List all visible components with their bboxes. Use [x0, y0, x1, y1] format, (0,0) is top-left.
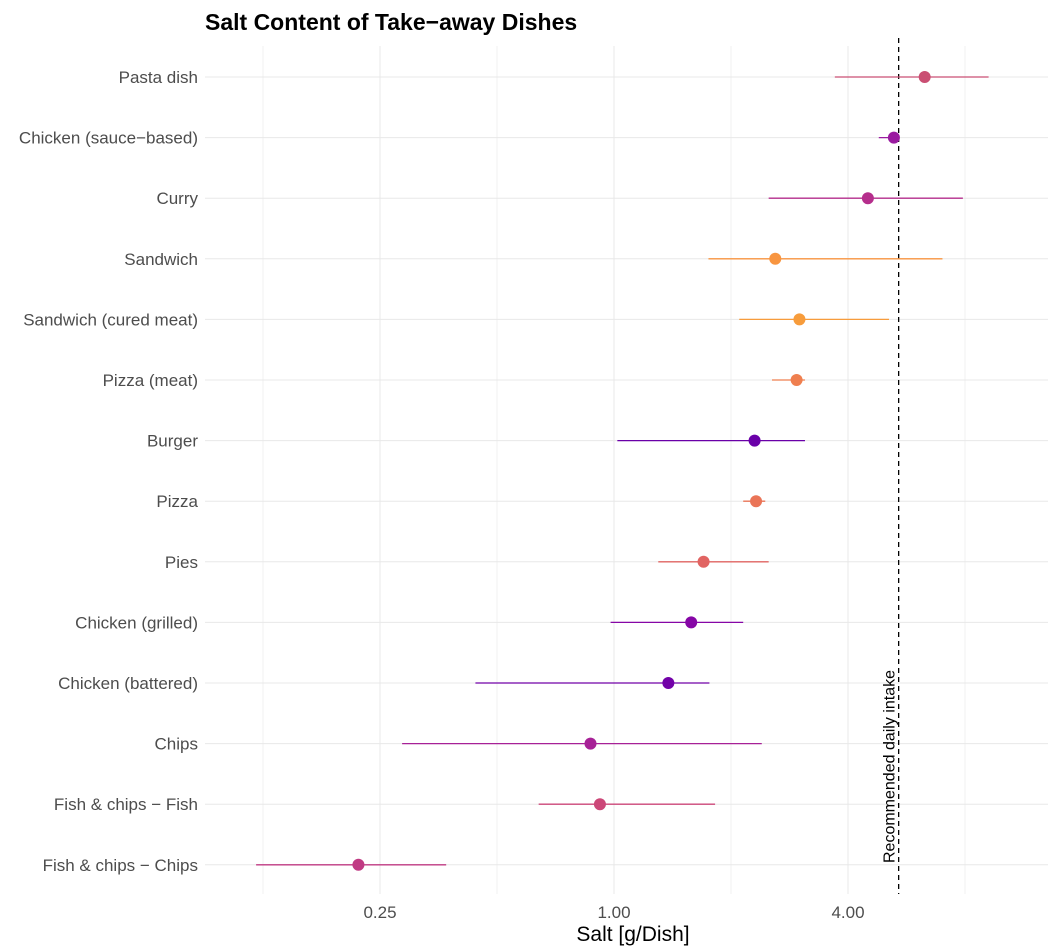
reference-line-layer: Recommended daily intake — [882, 38, 900, 894]
data-point — [662, 677, 675, 689]
data-points — [352, 71, 931, 871]
data-point — [918, 71, 931, 83]
chart-title: Salt Content of Take−away Dishes — [205, 9, 577, 35]
data-point — [352, 858, 365, 871]
category-label: Pizza — [156, 492, 198, 511]
x-axis-title: Salt [g/Dish] — [576, 923, 689, 946]
category-label: Chicken (battered) — [58, 674, 198, 693]
reference-line-label: Recommended daily intake — [882, 670, 899, 863]
y-axis-labels: Pasta dish Chicken (sauce−based) Curry Sand… — [19, 68, 199, 875]
data-point — [750, 495, 763, 508]
category-label: Burger — [147, 432, 198, 451]
major-gridlines — [205, 46, 1048, 894]
category-label: Sandwich (cured meat) — [23, 310, 198, 329]
data-point — [861, 192, 874, 205]
data-point — [593, 798, 606, 811]
category-label: Chicken (sauce−based) — [19, 129, 198, 148]
data-point — [790, 374, 803, 386]
category-label: Chicken (grilled) — [75, 613, 198, 632]
category-label: Fish & chips − Chips — [43, 856, 198, 875]
data-point — [887, 131, 900, 144]
x-tick-label: 0.25 — [363, 903, 396, 922]
category-label: Sandwich — [124, 250, 198, 269]
category-label: Chips — [155, 735, 198, 754]
data-point — [793, 313, 806, 326]
category-label: Pies — [165, 553, 198, 572]
data-point — [685, 616, 698, 629]
data-point — [697, 555, 710, 568]
minor-gridlines — [262, 46, 966, 894]
x-tick-label: 4.00 — [831, 903, 864, 922]
category-label: Pasta dish — [119, 68, 198, 87]
data-point — [584, 737, 597, 750]
category-label: Pizza (meat) — [103, 371, 198, 390]
category-label: Fish & chips − Fish — [54, 795, 198, 814]
data-point — [769, 252, 782, 265]
category-label: Curry — [156, 189, 198, 208]
x-tick-label: 1.00 — [597, 903, 630, 922]
x-axis-tick-labels: 0.25 1.00 4.00 — [363, 903, 864, 922]
range-lines — [256, 76, 989, 866]
data-point — [748, 434, 761, 447]
